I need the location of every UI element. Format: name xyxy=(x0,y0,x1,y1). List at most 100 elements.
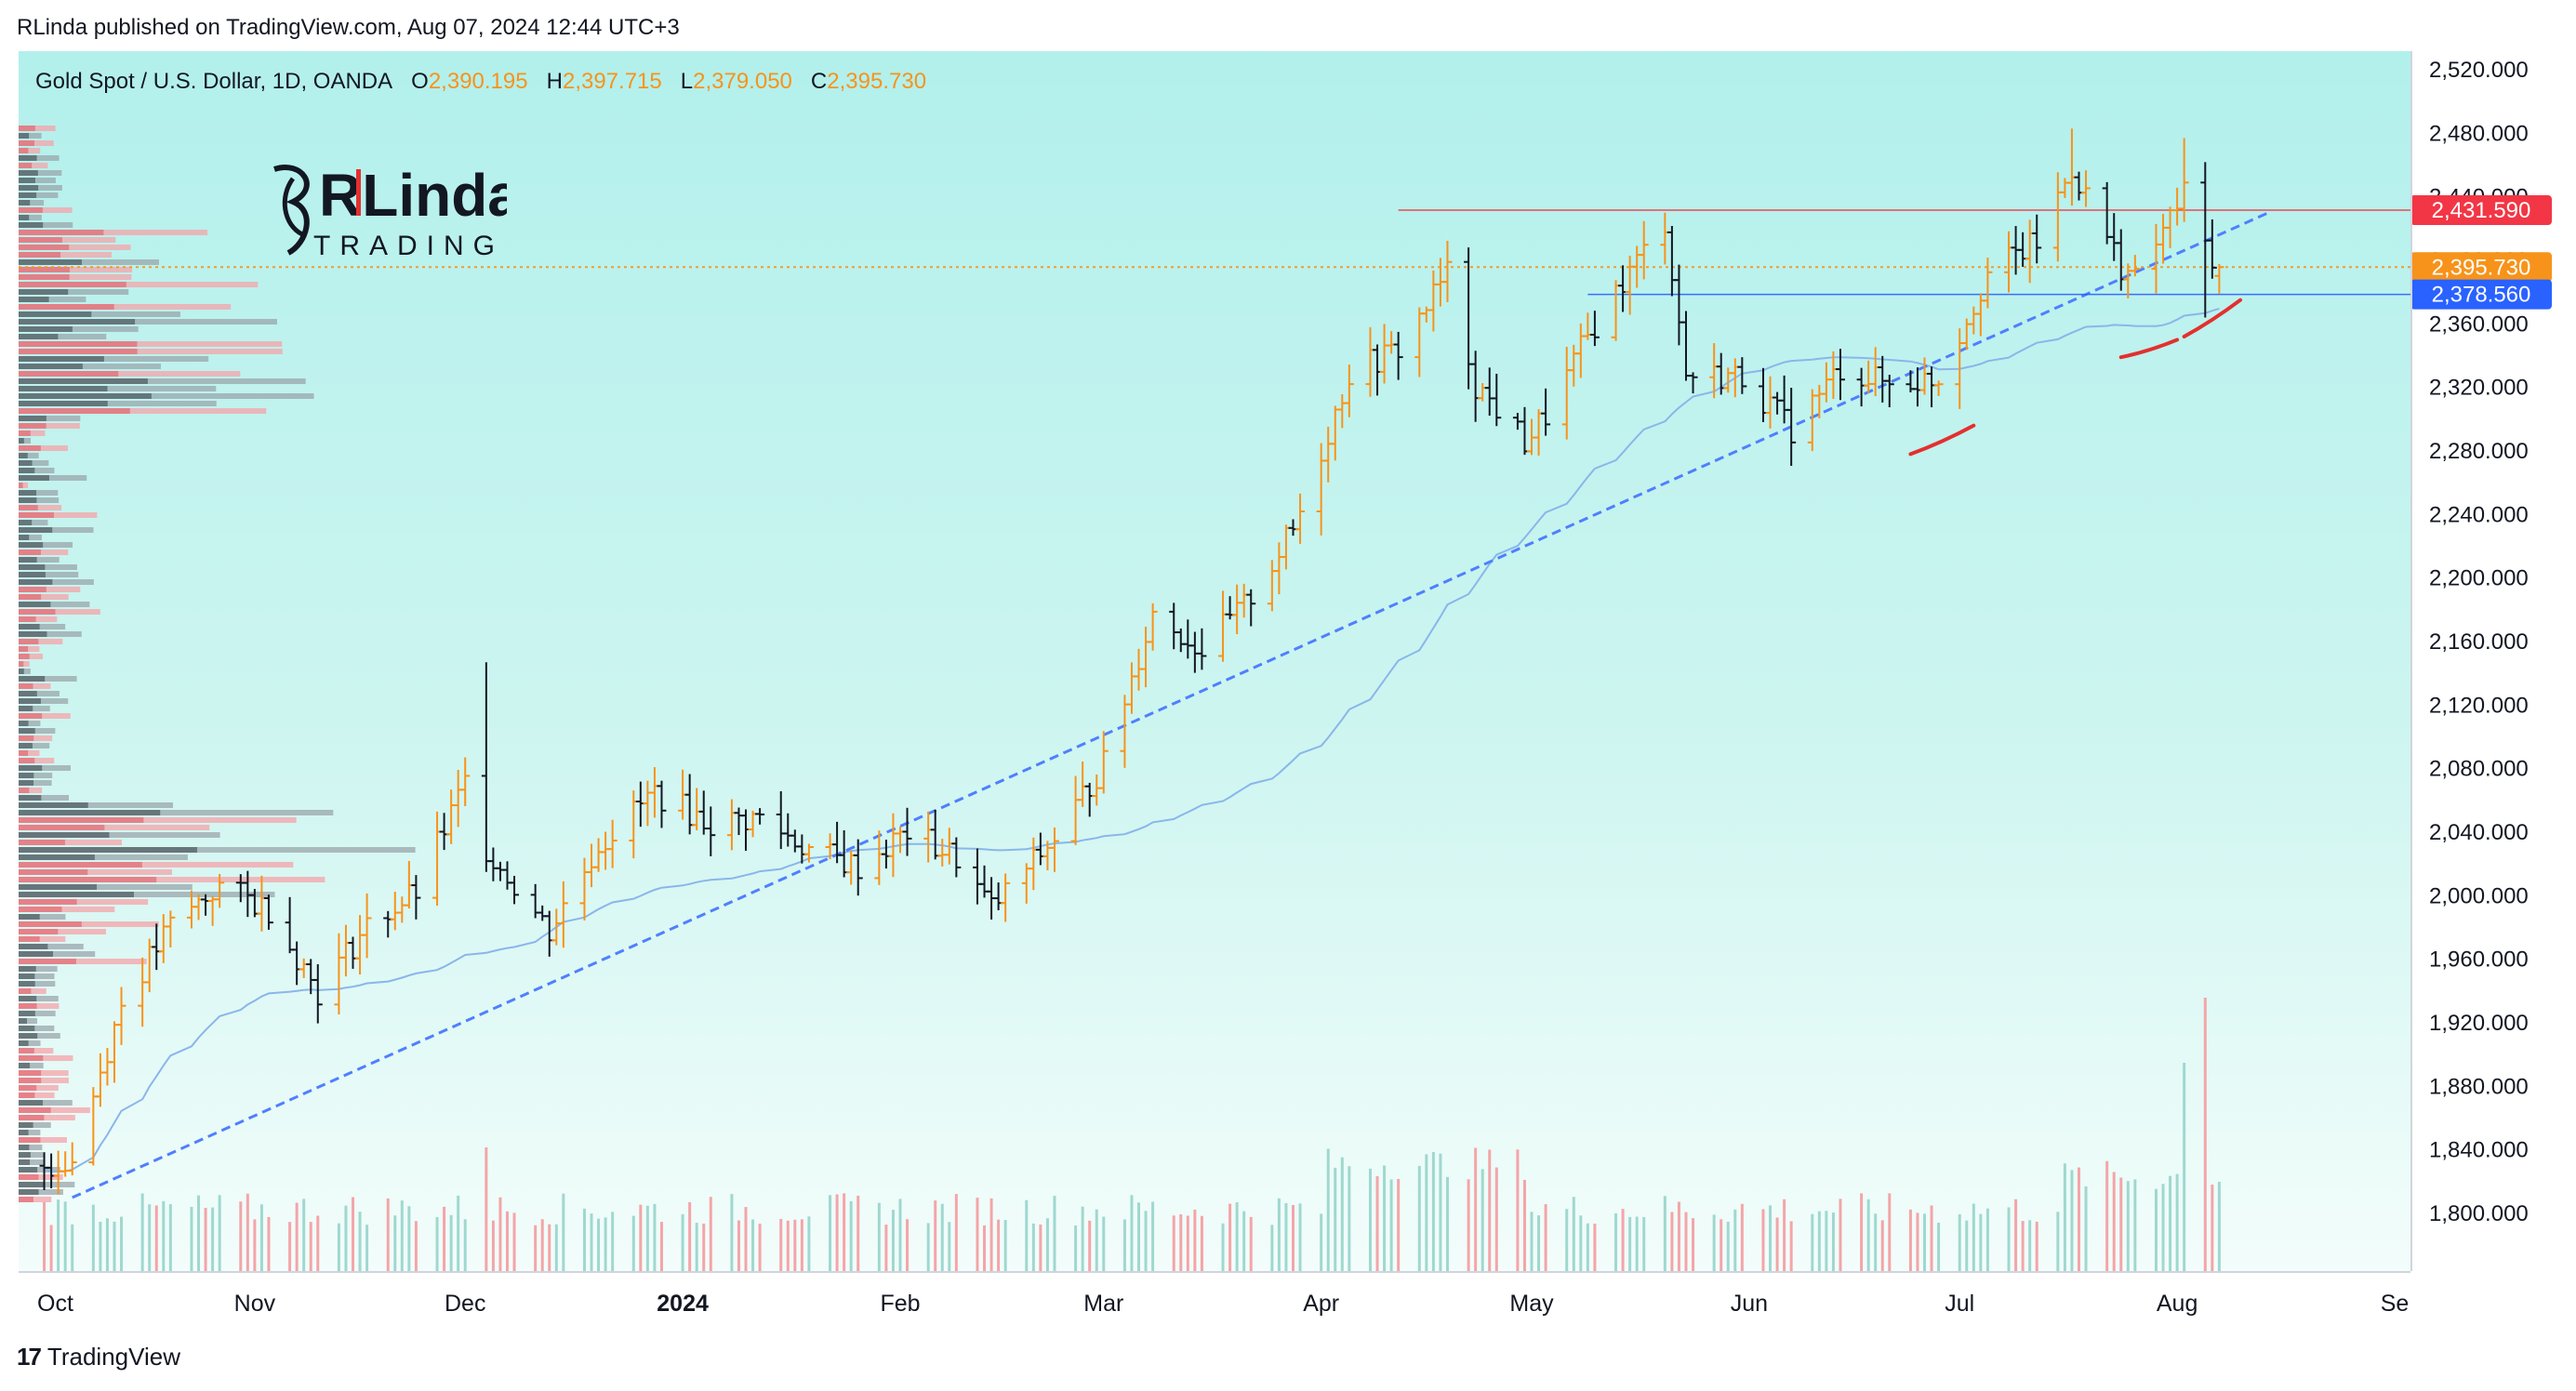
ohlc-legend: Gold Spot / U.S. Dollar, 1D, OANDA O2,39… xyxy=(35,69,926,95)
close-label: C xyxy=(810,69,828,94)
volume-bar xyxy=(1874,1213,1878,1271)
volume-profile-core xyxy=(19,594,42,600)
volume-profile-core xyxy=(19,423,46,429)
volume-bar xyxy=(1334,1167,1337,1271)
volume-profile-bar xyxy=(19,267,133,272)
volume-bar xyxy=(91,1204,95,1271)
volume-profile-core xyxy=(19,1122,33,1128)
volume-bar xyxy=(140,1193,144,1271)
volume-bar xyxy=(168,1204,172,1271)
volume-bar xyxy=(1593,1223,1597,1271)
volume-profile-bar xyxy=(19,921,159,927)
volume-profile-bar xyxy=(19,780,52,786)
tradingview-footer: 17 TradingView xyxy=(17,1343,180,1371)
volume-profile-bar xyxy=(19,1033,60,1039)
volume-profile-bar xyxy=(19,170,62,176)
volume-bar xyxy=(2119,1177,2123,1271)
volume-bar xyxy=(435,1216,439,1271)
volume-bar xyxy=(1572,1197,1575,1271)
volume-bar xyxy=(239,1201,243,1271)
volume-bar xyxy=(751,1219,755,1271)
volume-bar xyxy=(457,1195,460,1271)
volume-profile-bar xyxy=(19,691,60,696)
volume-bar xyxy=(737,1220,740,1271)
volume-profile-bar xyxy=(19,773,53,778)
volume-profile-core xyxy=(19,572,46,577)
volume-bar xyxy=(2169,1175,2172,1271)
volume-profile-bar xyxy=(19,1100,73,1106)
volume-bar xyxy=(807,1216,811,1271)
volume-profile-core xyxy=(19,274,70,280)
volume-profile-bar xyxy=(19,646,40,652)
volume-bar xyxy=(218,1195,221,1271)
volume-bar xyxy=(1677,1201,1680,1271)
volume-profile-core xyxy=(19,869,88,875)
volume-profile-core xyxy=(19,907,62,912)
volume-bar xyxy=(1122,1219,1126,1271)
volume-bar xyxy=(856,1195,860,1271)
volume-bar xyxy=(702,1223,706,1271)
volume-bar xyxy=(1481,1169,1484,1271)
volume-bar xyxy=(443,1206,446,1271)
volume-bar xyxy=(505,1211,509,1271)
volume-profile-core xyxy=(19,356,104,362)
volume-profile-core xyxy=(19,1033,38,1039)
volume-bar xyxy=(1144,1211,1148,1271)
volume-profile-core xyxy=(19,408,130,414)
volume-bar xyxy=(295,1202,299,1271)
volume-profile-core xyxy=(19,795,42,801)
volume-profile-bar xyxy=(19,289,129,295)
volume-bar xyxy=(1474,1147,1478,1271)
volume-profile-core xyxy=(19,936,40,942)
volume-profile-core xyxy=(19,126,35,131)
volume-profile-bar xyxy=(19,200,45,205)
time-tick-label: Aug xyxy=(2157,1291,2198,1317)
volume-bar xyxy=(1586,1223,1589,1271)
volume-bar xyxy=(2063,1163,2066,1271)
volume-bar xyxy=(758,1223,762,1271)
volume-profile-core xyxy=(19,1167,38,1172)
volume-profile-bar xyxy=(19,1040,41,1046)
volume-profile-bar xyxy=(19,497,60,503)
volume-bar xyxy=(113,1221,116,1271)
volume-profile-bar xyxy=(19,817,297,823)
volume-profile-bar xyxy=(19,431,46,436)
volume-profile-bar xyxy=(19,550,69,555)
volume-profile-core xyxy=(19,207,43,213)
volume-bar xyxy=(365,1225,369,1271)
volume-profile-bar xyxy=(19,1174,63,1180)
time-axis[interactable] xyxy=(19,1271,2410,1329)
volume-profile-bar xyxy=(19,386,217,391)
volume-profile-bar xyxy=(19,356,209,362)
volume-bar xyxy=(2077,1167,2080,1271)
volume-bar xyxy=(1431,1151,1435,1271)
volume-bar xyxy=(43,1201,46,1271)
open-label: O xyxy=(411,69,429,94)
volume-bar xyxy=(1684,1212,1688,1271)
volume-profile-bar xyxy=(19,1159,44,1165)
volume-profile-core xyxy=(19,252,60,258)
volume-bar xyxy=(1186,1215,1189,1271)
svg-text:TRADING: TRADING xyxy=(313,231,504,261)
volume-profile-core xyxy=(19,758,35,763)
volume-bar xyxy=(954,1194,958,1271)
volume-profile-core xyxy=(19,988,32,994)
volume-profile-core xyxy=(19,981,35,987)
chart-area[interactable] xyxy=(19,51,2410,1271)
volume-profile-bar xyxy=(19,408,267,414)
volume-profile-bar xyxy=(19,416,81,421)
volume-profile-bar xyxy=(19,706,50,711)
volume-bar xyxy=(211,1207,215,1271)
volume-profile-bar xyxy=(19,1063,44,1068)
volume-bar xyxy=(730,1194,734,1271)
volume-bar xyxy=(2105,1160,2109,1271)
volume-profile-core xyxy=(19,148,29,153)
volume-profile-core xyxy=(19,222,44,228)
price-axis[interactable] xyxy=(2410,51,2561,1271)
price-tick-label: 2,200.000 xyxy=(2429,566,2529,591)
volume-profile-core xyxy=(19,304,114,310)
volume-bar xyxy=(1789,1221,1793,1271)
volume-profile-bar xyxy=(19,654,44,659)
price-tick-label: 1,960.000 xyxy=(2429,947,2529,973)
